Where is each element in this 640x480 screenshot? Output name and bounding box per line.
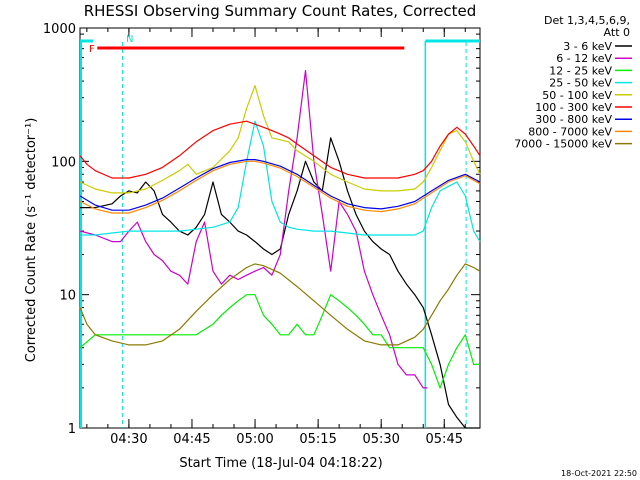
x-tick-label: 04:30: [110, 432, 147, 447]
legend-label-1: 3 - 6 keV: [563, 40, 612, 53]
chart-title: RHESSI Observing Summary Count Rates, Co…: [84, 2, 477, 20]
series-line-1: [80, 137, 480, 429]
series-line-3: [79, 294, 480, 389]
legend-label-7: 300 - 800 keV: [535, 113, 612, 126]
series-line-5: [79, 84, 481, 194]
legend-label-4: 25 - 50 keV: [549, 77, 612, 90]
legend-label-3: 12 - 25 keV: [549, 64, 612, 77]
legend-label-2: 6 - 12 keV: [556, 52, 612, 65]
y-tick-label: 1000: [43, 22, 76, 37]
plot-area: 1 10 100 1000 04:30 04:45 05:00 05:15 05:30 05:45…: [43, 22, 481, 447]
y-tick-label: 100: [51, 155, 76, 170]
legend-header-line: Det 1,3,4,5,6,9,: [544, 14, 630, 27]
x-tick-label: 05:30: [362, 432, 399, 447]
y-tick-label: 10: [59, 289, 76, 304]
series-line-4: [80, 120, 481, 242]
x-tick-label: 04:45: [173, 432, 210, 447]
y-axis-label: Corrected Count Rate (s⁻¹ detector⁻¹): [24, 118, 39, 363]
series-line-8: [79, 160, 481, 214]
flare-flag-F: F: [89, 44, 95, 55]
legend-label-8: 800 - 7000 keV: [528, 125, 612, 138]
series-line-9: [79, 263, 481, 346]
legend-label-6: 100 - 300 keV: [535, 101, 612, 114]
series-line-2: [79, 69, 428, 389]
legend-label-5: 50 - 100 keV: [542, 89, 612, 102]
night-flag-N: N: [126, 34, 133, 45]
series-line-7: [79, 159, 481, 211]
x-tick-label: 05:00: [236, 432, 273, 447]
x-tick-label: 05:15: [299, 432, 336, 447]
legend-header-line: Att 0: [604, 26, 630, 39]
y-tick-label: 1: [68, 422, 76, 437]
legend-label-9: 7000 - 15000 keV: [514, 138, 612, 151]
series-line-6: [79, 120, 481, 179]
generated-timestamp: 18-Oct-2021 22:50: [561, 469, 637, 478]
x-axis-label: Start Time (18-Jul-04 04:18:22): [179, 456, 382, 471]
x-tick-label: 05:45: [426, 432, 463, 447]
